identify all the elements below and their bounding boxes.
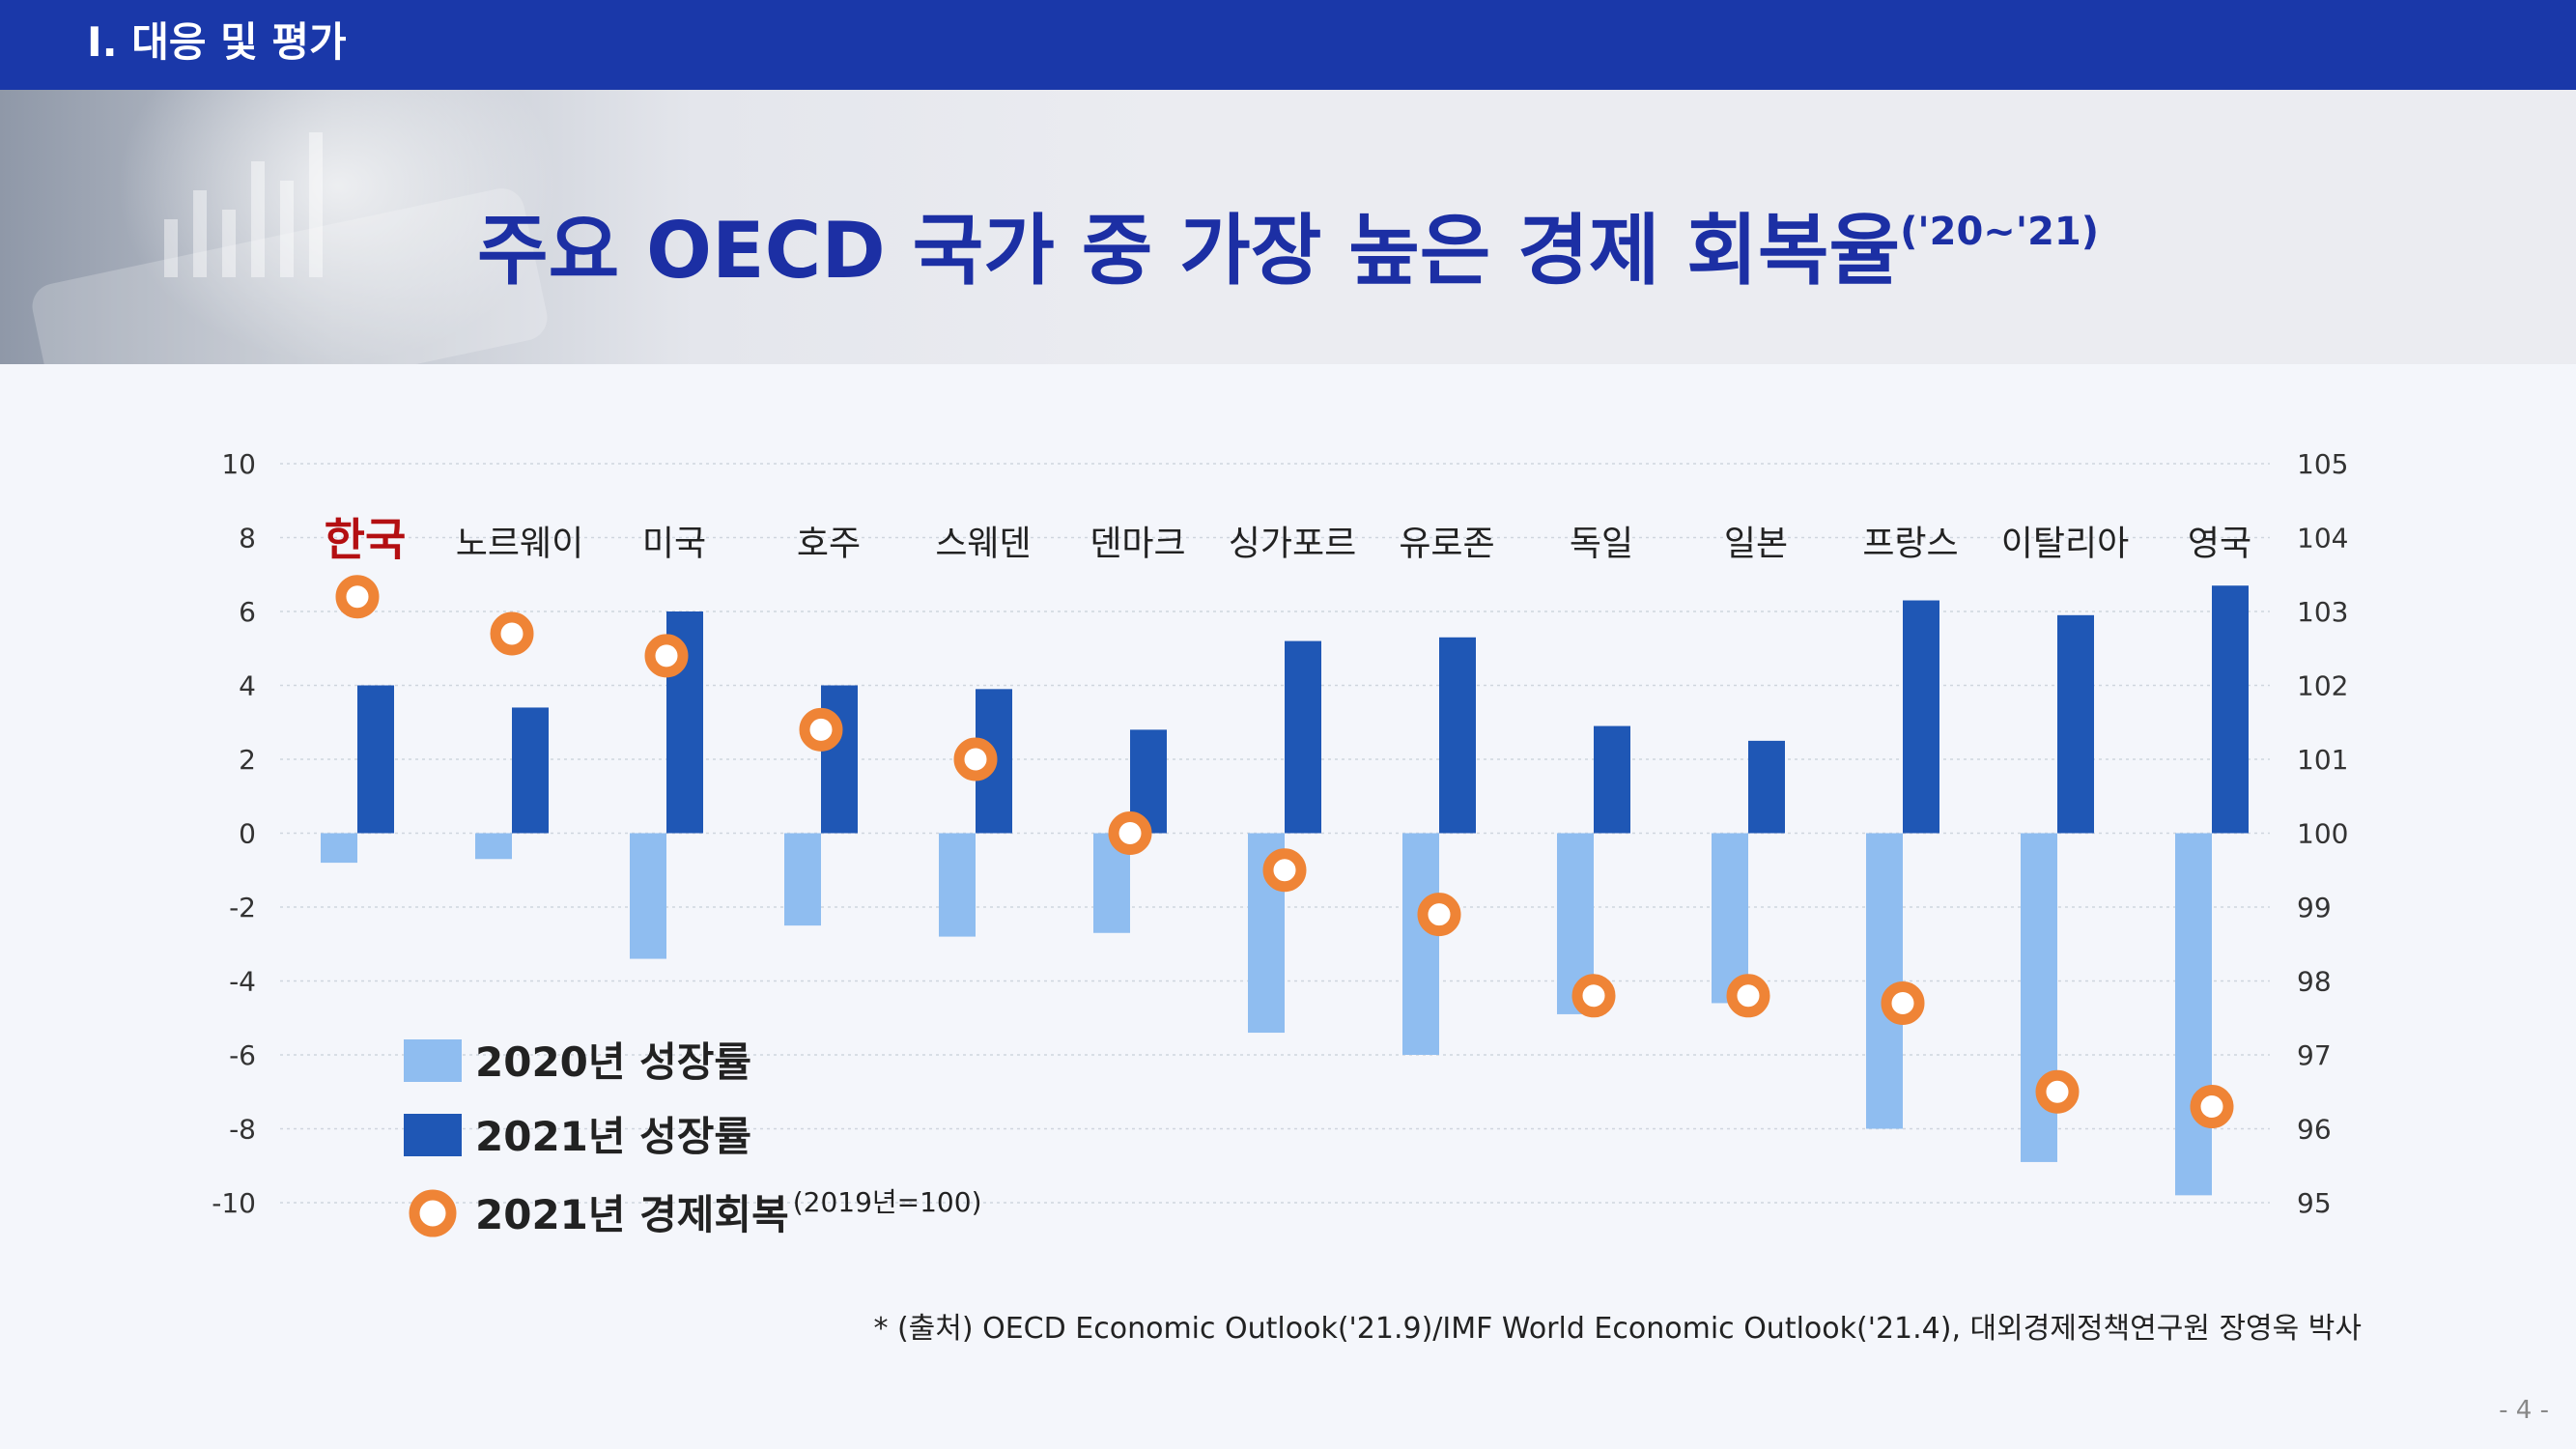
- y-left-tick-label: -4: [229, 966, 256, 998]
- y-right-tick-label: 95: [2297, 1187, 2332, 1219]
- recovery-point: [1262, 848, 1307, 893]
- legend-swatch: [404, 1114, 462, 1156]
- bar-2021: [1439, 637, 1476, 834]
- recovery-point: [1726, 974, 1770, 1018]
- bar-2020: [475, 833, 512, 860]
- category-label: 한국: [325, 514, 407, 566]
- recovery-point: [335, 575, 380, 619]
- bar-2020: [1866, 833, 1903, 1129]
- source-note: * (출처) OECD Economic Outlook('21.9)/IMF …: [873, 1312, 2362, 1346]
- bar-2020: [2175, 833, 2212, 1196]
- bar-2021: [821, 685, 858, 834]
- bar-2021: [1594, 725, 1630, 834]
- recovery-point: [1571, 974, 1616, 1018]
- category-label: 미국: [642, 525, 706, 564]
- recovery-point: [1881, 980, 1925, 1025]
- y-left-tick-label: 4: [239, 670, 256, 702]
- bar-2021: [512, 707, 549, 834]
- y-right-tick-label: 102: [2297, 670, 2348, 702]
- y-right-tick-label: 100: [2297, 818, 2348, 850]
- y-left-tick-label: -10: [212, 1187, 256, 1219]
- recovery-point: [2190, 1085, 2234, 1129]
- legend-label: 2020년 성장률: [475, 1038, 751, 1086]
- recovery-point: [2035, 1069, 2080, 1114]
- category-label: 싱가포르: [1229, 525, 1356, 564]
- top-bar: Ⅰ. 대응 및 평가: [0, 0, 2576, 90]
- y-left-tick-label: 2: [239, 744, 256, 776]
- y-right-tick-label: 96: [2297, 1114, 2332, 1146]
- y-right-tick-label: 104: [2297, 523, 2348, 554]
- y-left-tick-label: -8: [229, 1114, 256, 1146]
- bar-2020: [1402, 833, 1439, 1055]
- recovery-point: [953, 737, 998, 781]
- bar-2021: [1748, 740, 1785, 834]
- legend-label: 2021년 성장률: [475, 1113, 751, 1160]
- bar-2021: [357, 685, 394, 834]
- y-left-tick-label: 0: [239, 818, 256, 850]
- bar-2021: [1285, 640, 1321, 834]
- y-left-tick-label: 6: [239, 596, 256, 628]
- legend-swatch: [409, 1189, 457, 1237]
- category-label: 덴마크: [1090, 525, 1185, 564]
- category-label: 영국: [2188, 525, 2251, 564]
- title-main: 주요 OECD 국가 중 가장 높은 경제 회복율: [476, 206, 1901, 296]
- section-title: Ⅰ. 대응 및 평가: [87, 18, 347, 66]
- legend-label: 2021년 경제회복: [475, 1191, 789, 1238]
- banner-glow: [116, 90, 560, 364]
- bar-2020: [630, 833, 666, 959]
- bar-2020: [784, 833, 821, 926]
- y-left-tick-label: 8: [239, 523, 256, 554]
- bar-2020: [939, 833, 976, 937]
- y-right-tick-label: 105: [2297, 448, 2348, 480]
- y-right-tick-label: 103: [2297, 596, 2348, 628]
- y-left-tick-label: 10: [221, 448, 256, 480]
- recovery-point: [490, 611, 534, 656]
- category-label: 스웨덴: [935, 525, 1031, 564]
- recovery-point: [1417, 893, 1461, 937]
- bar-2021: [1903, 600, 1939, 834]
- y-right-tick-label: 97: [2297, 1039, 2332, 1071]
- category-label: 프랑스: [1862, 525, 1958, 564]
- title-period: ('20~'21): [1900, 210, 2100, 254]
- growth-chart: 10 8 6 4 2 0 -2 -4 -6 -8 -10 105 104 103 102 101 100 99 98…: [212, 448, 2348, 1238]
- y-right-tick-label: 99: [2297, 892, 2332, 923]
- y-left-tick-label: -6: [229, 1039, 256, 1071]
- bar-2020: [1712, 833, 1748, 1004]
- bar-2021: [2212, 585, 2249, 834]
- y-right-tick-label: 98: [2297, 966, 2332, 998]
- page-title: 주요 OECD 국가 중 가장 높은 경제 회복율('20~'21): [0, 179, 2576, 304]
- category-label: 유로존: [1399, 525, 1494, 564]
- title-banner: [0, 90, 2576, 364]
- recovery-point: [644, 634, 689, 678]
- category-label: 일본: [1724, 525, 1788, 564]
- legend-swatch: [404, 1039, 462, 1082]
- legend-label-suffix: (2019년=100): [793, 1186, 982, 1218]
- category-label: 독일: [1570, 525, 1633, 564]
- y-left-tick-label: -2: [229, 892, 256, 923]
- bar-2021: [2057, 614, 2094, 834]
- recovery-point: [799, 707, 843, 752]
- category-label: 호주: [797, 525, 861, 564]
- recovery-point: [1108, 811, 1152, 855]
- y-right-tick-label: 101: [2297, 744, 2348, 776]
- bar-2020: [321, 833, 357, 864]
- page-number: - 4 -: [2499, 1396, 2549, 1425]
- category-label: 노르웨이: [456, 525, 583, 564]
- category-label: 이탈리아: [2001, 525, 2129, 564]
